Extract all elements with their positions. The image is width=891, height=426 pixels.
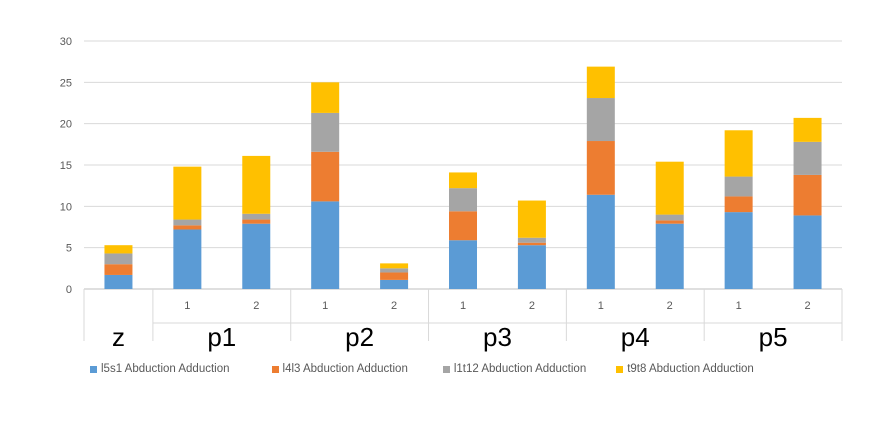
bar-segment — [724, 176, 753, 197]
bar-segment — [242, 155, 271, 214]
bar-segment — [104, 264, 133, 275]
legend-label: t9t8 Abduction Adduction — [627, 363, 754, 375]
bar-segment — [586, 98, 615, 142]
group-label: z — [112, 322, 125, 352]
bar-segment — [242, 223, 271, 289]
group-label: p1 — [207, 322, 236, 352]
group-label: p5 — [759, 322, 788, 352]
legend-label: l5s1 Abduction Adduction — [101, 363, 230, 375]
bar-segment — [104, 245, 133, 254]
bar-segment — [173, 219, 202, 226]
legend-swatch — [616, 365, 624, 373]
y-tick-label: 15 — [60, 160, 72, 172]
x-subtick-label: 1 — [598, 300, 604, 312]
bar-segment — [449, 240, 477, 289]
legend-swatch — [442, 365, 450, 373]
x-subtick-label: 1 — [460, 300, 466, 312]
bar-segment — [517, 245, 546, 289]
bar-segment — [793, 174, 822, 216]
x-subtick-label: 1 — [184, 300, 190, 312]
bar-segment — [724, 196, 753, 213]
bar-segment — [173, 229, 202, 289]
y-tick-label: 5 — [66, 243, 72, 255]
legend-item: l4l3 Abduction Adduction — [271, 363, 408, 375]
x-subtick-label: 2 — [391, 300, 397, 312]
bar-segment — [655, 223, 684, 289]
group-label: p2 — [345, 322, 374, 352]
bar-segment — [311, 112, 340, 152]
bar-segment — [173, 225, 202, 230]
bar-segment — [311, 82, 340, 113]
bar-segment — [242, 219, 271, 224]
x-subtick-label: 1 — [322, 300, 328, 312]
x-subtick-label: 2 — [667, 300, 673, 312]
legend-label: l1t12 Abduction Adduction — [453, 363, 587, 375]
bar-segment — [380, 263, 409, 269]
bar-segment — [104, 253, 133, 265]
y-tick-label: 25 — [60, 77, 72, 89]
y-axis-ticks: 0 5 10 15 20 25 30 — [60, 36, 72, 296]
bar-segment — [655, 161, 684, 215]
bar-segment — [449, 172, 477, 189]
bar-segment — [242, 213, 271, 220]
bar-segment — [380, 268, 409, 273]
x-subtick-label: 1 — [736, 300, 742, 312]
bar-segment — [449, 211, 477, 241]
legend-swatch — [271, 365, 279, 373]
bar-segment — [380, 272, 409, 280]
legend: l5s1 Abduction Adduction l4l3 Abduction A… — [90, 363, 754, 375]
legend-item: t9t8 Abduction Adduction — [616, 363, 754, 375]
bar-segment — [517, 200, 546, 238]
y-tick-label: 30 — [60, 36, 72, 48]
stacked-bar-chart: 0 5 10 15 20 25 30 1 2 1 2 1 2 1 2 1 2 z p1 p2 p3 p4 p5 — [60, 36, 843, 352]
bar-segment — [311, 201, 340, 289]
bar-segment — [311, 151, 340, 202]
legend-swatch — [90, 365, 97, 373]
bar-segment — [380, 279, 409, 289]
legend-label: l4l3 Abduction Adduction — [282, 363, 408, 375]
bar-segment — [586, 194, 615, 289]
legend-item: l5s1 Abduction Adduction — [90, 363, 230, 375]
bar-segment — [724, 130, 753, 177]
bar-segment — [449, 188, 477, 212]
bar-segment — [173, 166, 202, 220]
bars — [104, 66, 822, 289]
group-label: p4 — [621, 322, 650, 352]
x-subtick-label: 2 — [529, 300, 535, 312]
legend-item: l1t12 Abduction Adduction — [442, 363, 587, 375]
bar-segment — [586, 141, 615, 195]
bar-segment — [655, 220, 684, 224]
x-subtick-label: 2 — [804, 300, 810, 312]
bar-segment — [793, 141, 822, 175]
y-tick-label: 10 — [60, 201, 72, 213]
bar-segment — [724, 212, 753, 289]
bar-segment — [793, 215, 822, 289]
x-axis: 1 2 1 2 1 2 1 2 1 2 z p1 p2 p3 p4 p5 — [83, 289, 843, 352]
y-tick-label: 20 — [60, 119, 72, 131]
bar-segment — [517, 237, 546, 243]
bar-segment — [104, 274, 133, 289]
bar-segment — [793, 117, 822, 142]
bar-segment — [517, 242, 546, 246]
bar-segment — [655, 214, 684, 221]
group-label: p3 — [483, 322, 512, 352]
bar-segment — [586, 66, 615, 99]
y-tick-label: 0 — [66, 284, 72, 296]
x-subtick-label: 2 — [253, 300, 259, 312]
